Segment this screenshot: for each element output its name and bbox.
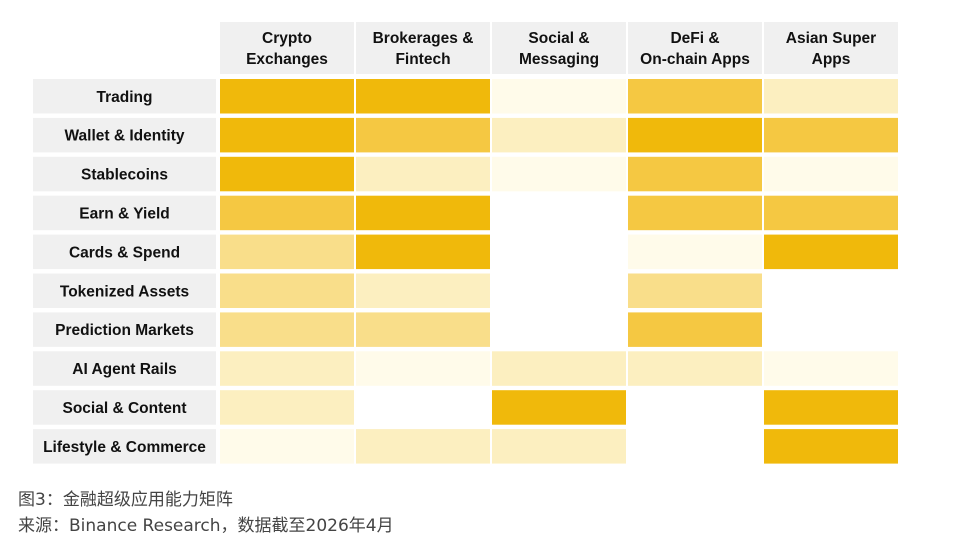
row-label: Wallet & Identity	[65, 128, 185, 145]
heatmap-cell	[220, 156, 354, 192]
heatmap-cell	[492, 351, 626, 386]
heatmap-cell	[356, 79, 490, 114]
heatmap-cell	[220, 429, 354, 464]
heatmap-cell	[628, 195, 762, 231]
heatmap-cell	[492, 195, 626, 231]
column-header-line: Social &	[528, 30, 589, 47]
heatmap-cell	[492, 156, 626, 192]
heatmap-cell	[356, 273, 490, 308]
row-label-bg	[33, 312, 216, 347]
row-label: Stablecoins	[81, 167, 168, 184]
row-label: AI Agent Rails	[72, 361, 177, 378]
heatmap-cell	[764, 390, 898, 425]
row-label: Trading	[97, 89, 153, 106]
heatmap-cell	[628, 79, 762, 114]
column-header: DeFi & On-chain Apps	[640, 30, 750, 68]
heatmap-cell	[628, 429, 762, 464]
column-header-bg	[764, 22, 898, 74]
heatmap-cell	[764, 79, 898, 114]
heatmap-cell	[356, 234, 490, 270]
row-label-bg	[33, 234, 216, 270]
heatmap-cell	[356, 351, 490, 386]
figure-caption: 图3：金融超级应用能力矩阵	[18, 490, 233, 510]
heatmap-cell	[356, 117, 490, 153]
source-caption: 来源：Binance Research，数据截至2026年4月	[18, 516, 394, 536]
column-header: Crypto Exchanges	[246, 30, 328, 68]
heatmap-cell	[628, 273, 762, 308]
heatmap-cell	[220, 273, 354, 308]
column-header: Brokerages & Fintech	[373, 30, 474, 68]
heatmap-cell	[764, 117, 898, 153]
heatmap-cell	[764, 234, 898, 270]
heatmap-cell	[356, 312, 490, 347]
heatmap-cell	[764, 351, 898, 386]
row-label: Tokenized Assets	[60, 283, 189, 300]
heatmap-cell	[492, 312, 626, 347]
heatmap-cell	[764, 429, 898, 464]
heatmap-cell	[492, 234, 626, 270]
heatmap-cell	[492, 273, 626, 308]
row-label-bg	[33, 195, 216, 231]
row-label-bg	[33, 156, 216, 192]
column-header: Asian Super Apps	[786, 30, 876, 68]
row-label: Earn & Yield	[79, 205, 169, 222]
row-label-bg	[33, 273, 216, 308]
heatmap-cell	[220, 79, 354, 114]
heatmap-cell	[764, 156, 898, 192]
row-label-bg	[33, 351, 216, 386]
capability-heatmap: Crypto Exchanges Brokerages & Fintech Social…	[33, 22, 898, 464]
column-header-bg	[628, 22, 762, 74]
heatmap-cell	[628, 312, 762, 347]
heatmap-cell	[628, 117, 762, 153]
column-header-line: Asian Super	[786, 30, 876, 47]
heatmap-cell	[492, 390, 626, 425]
heatmap-cell	[628, 234, 762, 270]
column-header-line: Messaging	[519, 51, 599, 68]
heatmap-cell	[220, 117, 354, 153]
heatmap-cell	[356, 390, 490, 425]
heatmap-cell	[764, 273, 898, 308]
heatmap-cell	[220, 351, 354, 386]
column-header-bg	[356, 22, 490, 74]
column-header: Social & Messaging	[519, 30, 599, 68]
row-label: Prediction Markets	[55, 322, 194, 339]
heatmap-cell	[356, 195, 490, 231]
column-header-bg	[492, 22, 626, 74]
column-header-line: Apps	[812, 51, 851, 68]
heatmap-cell	[356, 156, 490, 192]
heatmap-cell	[764, 312, 898, 347]
column-header-line: Fintech	[395, 51, 450, 68]
heatmap-cell	[628, 156, 762, 192]
column-header-line: On-chain Apps	[640, 51, 750, 68]
row-label-bg	[33, 79, 216, 114]
row-label: Social & Content	[62, 400, 186, 417]
column-header-bg	[220, 22, 354, 74]
column-header-line: DeFi &	[670, 30, 719, 47]
heatmap-cell	[220, 390, 354, 425]
column-header-line: Exchanges	[246, 51, 328, 68]
row-label-bg	[33, 390, 216, 425]
heatmap-cell	[628, 390, 762, 425]
column-header-line: Brokerages &	[373, 30, 474, 47]
row-label: Lifestyle & Commerce	[43, 439, 206, 456]
heatmap-cell	[628, 351, 762, 386]
heatmap-cell	[492, 429, 626, 464]
heatmap-cell	[220, 234, 354, 270]
heatmap-svg: Crypto Exchanges Brokerages & Fintech Social…	[33, 22, 898, 464]
row-label: Cards & Spend	[69, 244, 180, 261]
row-label-bg	[33, 117, 216, 153]
heatmap-cell	[492, 117, 626, 153]
row-label-bg	[33, 429, 216, 464]
heatmap-cell	[492, 79, 626, 114]
column-header-line: Crypto	[262, 30, 312, 47]
heatmap-cell	[220, 195, 354, 231]
heatmap-cell	[764, 195, 898, 231]
heatmap-cell	[356, 429, 490, 464]
heatmap-cell	[220, 312, 354, 347]
